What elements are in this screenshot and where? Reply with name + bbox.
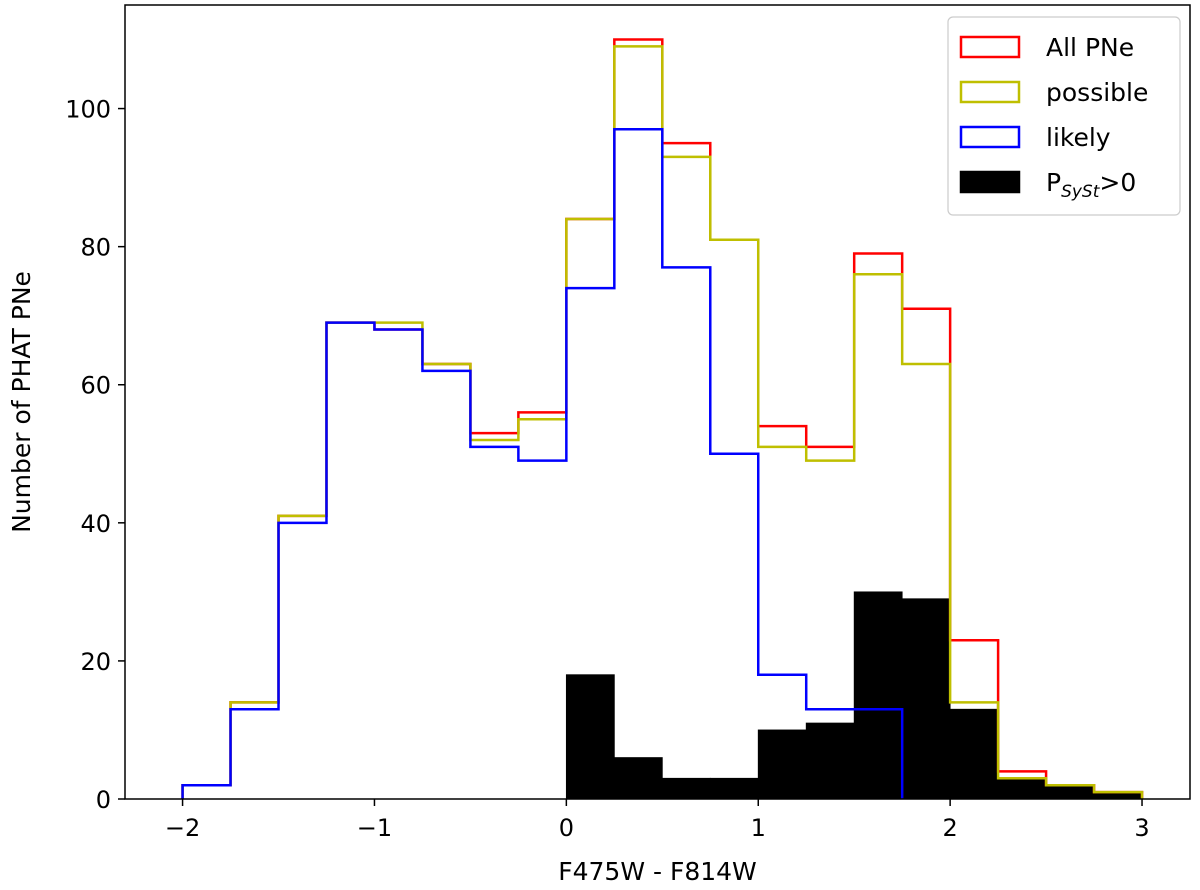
filled-bar-10 [613, 757, 663, 800]
x-axis-title: F475W - F814W [558, 857, 757, 886]
filled-bar-14 [805, 722, 855, 800]
axis-ticks: −2 −1 0 1 2 3 0 20 40 60 80 100 [65, 96, 1149, 842]
plot-area [181, 38, 1144, 800]
filled-bar-16 [901, 598, 951, 800]
y-tick-label: 20 [80, 648, 111, 676]
y-tick-label: 60 [80, 372, 111, 400]
y-tick-label: 40 [80, 510, 111, 538]
y-tick-label: 80 [80, 234, 111, 262]
x-tick-label: −1 [357, 814, 392, 842]
legend-label: PSySt>0 [1046, 168, 1136, 202]
legend-swatch [959, 35, 1021, 59]
x-tick-label: −2 [165, 814, 200, 842]
legend-swatch [959, 170, 1021, 194]
y-axis-title: Number of PHAT PNe [7, 271, 36, 533]
filled-bar-12 [709, 777, 759, 800]
filled-bar-18 [997, 777, 1047, 800]
filled-bar-9 [565, 674, 615, 800]
x-tick-label: 1 [751, 814, 766, 842]
y-tick-label: 0 [96, 786, 111, 814]
x-tick-label: 0 [559, 814, 574, 842]
legend-label: likely [1046, 123, 1111, 152]
filled-bar-19 [1045, 784, 1095, 800]
filled-bar-13 [757, 729, 807, 800]
legend: All PNe possible likely PSySt>0 [947, 16, 1181, 216]
legend-swatch [959, 80, 1021, 104]
legend-label: possible [1046, 78, 1148, 107]
x-tick-label: 2 [942, 814, 957, 842]
filled-bar-15 [853, 591, 903, 800]
axes-frame [124, 4, 1191, 800]
filled-bar-17 [949, 708, 999, 800]
series-line-likely [181, 128, 904, 799]
y-tick-label: 100 [65, 96, 111, 124]
legend-box [947, 16, 1181, 216]
legend-label: All PNe [1046, 33, 1134, 62]
x-tick-label: 3 [1134, 814, 1149, 842]
filled-bar-11 [661, 777, 711, 800]
legend-swatch [959, 125, 1021, 149]
